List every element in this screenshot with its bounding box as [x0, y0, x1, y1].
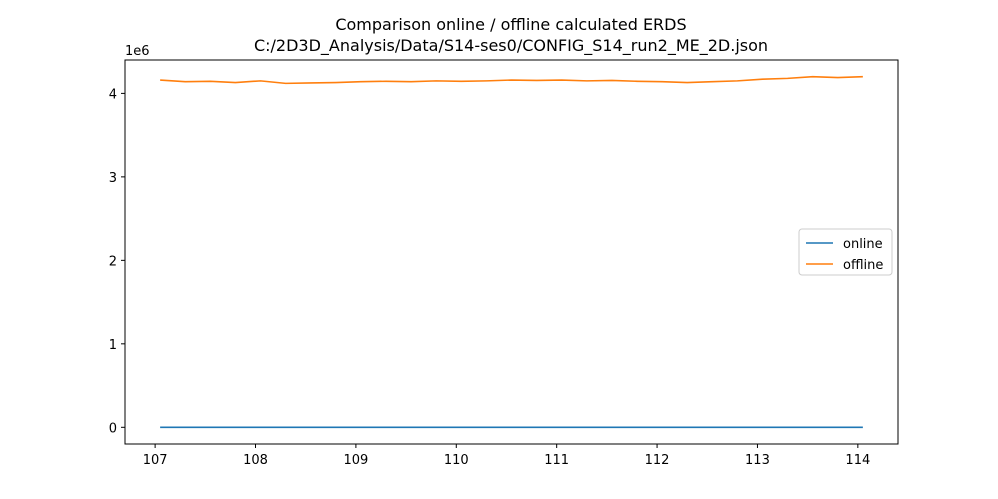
axes-frame [124, 59, 899, 445]
y-tick-label: 2 [109, 254, 117, 269]
x-tick-label: 111 [544, 453, 569, 468]
y-axis: 0 1 2 3 4 [109, 87, 125, 436]
x-tick-label: 107 [143, 453, 168, 468]
legend-label-offline: offline [843, 258, 883, 273]
x-tick-label: 110 [444, 453, 469, 468]
plot-area [160, 75, 863, 429]
x-tick-label: 112 [645, 453, 670, 468]
series-line-offline [160, 75, 863, 85]
chart-title-line-2: C:/2D3D_Analysis/Data/S14-ses0/CONFIG_S1… [254, 36, 768, 56]
legend-label-online: online [843, 237, 883, 252]
x-tick-label: 108 [243, 453, 268, 468]
y-tick-label: 4 [109, 87, 117, 102]
x-tick-label: 114 [845, 453, 870, 468]
y-tick-label: 3 [109, 171, 117, 186]
y-axis-offset-label: 1e6 [125, 44, 150, 59]
y-tick-label: 0 [109, 421, 117, 436]
x-tick-label: 113 [745, 453, 770, 468]
y-tick-label: 1 [109, 338, 117, 353]
x-axis: 107 108 109 110 111 112 113 114 [143, 444, 870, 468]
chart-title-line-1: Comparison online / offline calculated E… [335, 15, 686, 34]
x-tick-label: 109 [343, 453, 368, 468]
legend: online offline [798, 228, 893, 276]
